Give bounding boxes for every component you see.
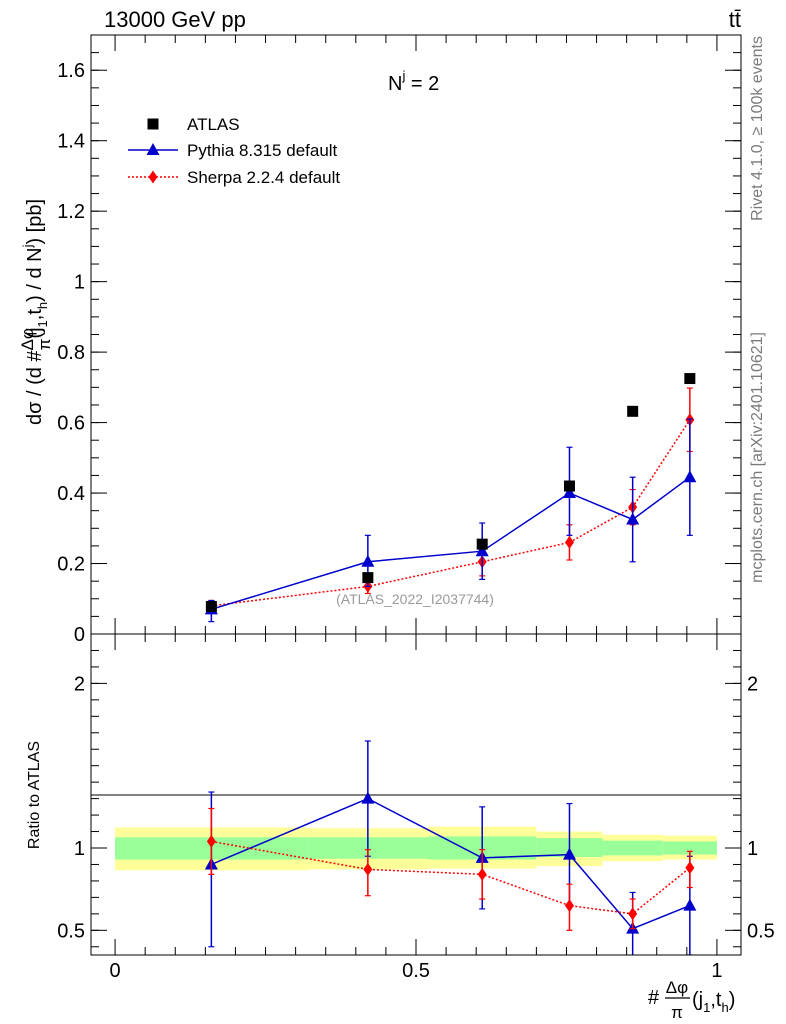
main-annotation: Nj = 2 bbox=[388, 68, 439, 95]
sherpa-point-ratio bbox=[477, 867, 487, 881]
rivet-version-label: Rivet 4.1.0, ≥ 100k events bbox=[749, 36, 766, 221]
analysis-watermark: (ATLAS_2022_I2037744) bbox=[336, 591, 494, 607]
pythia-point-main bbox=[562, 486, 576, 499]
y-tick-label: 1 bbox=[74, 838, 85, 860]
pythia-point-ratio bbox=[361, 791, 375, 804]
sherpa-point-ratio bbox=[685, 861, 695, 875]
y-tick-label-right: 2 bbox=[747, 673, 758, 695]
y-tick-label: 1 bbox=[74, 272, 85, 294]
y-tick-label: 0.5 bbox=[57, 920, 85, 942]
ratio-panel: 0.5 0.5 1 1 2 2 0 0.5 1 Ratio to ATLAS # Δφ π (j… bbox=[26, 633, 775, 1022]
main-panel: 0 0.2 0.4 0.6 0.8 1 1.2 1.4 1.6 Nj = 2 (ATLAS_20… bbox=[18, 34, 742, 646]
y-tick-label: 0.2 bbox=[57, 554, 85, 576]
main-y-axis-label: dσ / (d #Δφπ(j1,th) / d Nj) [pb] bbox=[18, 199, 54, 425]
header-energy-label: 13000 GeV pp bbox=[104, 7, 246, 32]
pythia-line-main bbox=[211, 476, 691, 611]
y-tick-label-right: 1 bbox=[747, 838, 758, 860]
svg-text:#: # bbox=[648, 987, 660, 1009]
legend-label-pythia: Pythia 8.315 default bbox=[187, 141, 338, 160]
mcplots-label: mcplots.cern.ch [arXiv:2401.10621] bbox=[749, 332, 766, 583]
y-tick-label: 1.6 bbox=[57, 60, 85, 82]
y-tick-label: 0.8 bbox=[57, 342, 85, 364]
sherpa-point-main bbox=[564, 535, 574, 549]
sherpa-point-ratio bbox=[363, 862, 373, 876]
y-tick-label-right: 0.5 bbox=[747, 920, 775, 942]
ratio-band-inner bbox=[662, 841, 717, 855]
ratio-y-axis-label: Ratio to ATLAS bbox=[26, 741, 43, 849]
y-tick-label: 2 bbox=[74, 673, 85, 695]
atlas-point-main bbox=[362, 572, 374, 584]
atlas-point-main bbox=[684, 373, 696, 385]
pythia-point-main bbox=[683, 470, 697, 483]
atlas-point-main bbox=[563, 480, 575, 492]
x-tick-label: 0.5 bbox=[402, 960, 430, 982]
sherpa-point-ratio bbox=[206, 834, 216, 848]
svg-text:dσ / (d #Δφπ(j1,th) / d Nj) [p: dσ / (d #Δφπ(j1,th) / d Nj) [pb] bbox=[18, 199, 54, 425]
atlas-point-main bbox=[205, 601, 217, 613]
atlas-point-main bbox=[476, 538, 488, 550]
x-tick-label: 1 bbox=[711, 960, 722, 982]
pythia-point-main bbox=[626, 512, 640, 525]
pythia-point-main bbox=[475, 544, 489, 557]
y-tick-label: 1.2 bbox=[57, 201, 85, 223]
legend-label-atlas: ATLAS bbox=[187, 115, 240, 134]
pythia-point-ratio bbox=[683, 898, 697, 911]
pythia-point-ratio bbox=[562, 847, 576, 860]
sherpa-point-ratio bbox=[564, 899, 574, 913]
pythia-point-main bbox=[361, 554, 375, 567]
x-tick-label: 0 bbox=[110, 960, 121, 982]
y-tick-label: 0.4 bbox=[57, 483, 85, 505]
svg-text:π: π bbox=[671, 1003, 683, 1022]
sherpa-line-ratio bbox=[211, 840, 691, 915]
svg-text:(j1,th): (j1,th) bbox=[692, 989, 735, 1015]
ratio-band-inner bbox=[602, 840, 663, 856]
y-tick-label: 1.4 bbox=[57, 131, 85, 153]
svg-text:Δφ: Δφ bbox=[666, 978, 688, 997]
sherpa-point-ratio bbox=[628, 907, 638, 921]
legend-label-sherpa: Sherpa 2.2.4 default bbox=[187, 168, 340, 187]
y-tick-label: 0 bbox=[74, 624, 85, 646]
sherpa-line-main bbox=[211, 419, 691, 607]
legend-marker-atlas bbox=[147, 118, 159, 130]
legend-marker-pythia bbox=[146, 143, 160, 155]
legend-marker-sherpa bbox=[148, 170, 158, 184]
y-tick-label: 0.6 bbox=[57, 413, 85, 435]
atlas-point-main bbox=[627, 405, 639, 417]
x-axis-label: # Δφ π (j1,th) bbox=[648, 978, 735, 1022]
header-process-label: tt̄ bbox=[729, 7, 741, 32]
legend: ATLAS Pythia 8.315 default Sherpa 2.2.4 de… bbox=[128, 115, 340, 187]
pythia-line-ratio bbox=[211, 797, 691, 930]
